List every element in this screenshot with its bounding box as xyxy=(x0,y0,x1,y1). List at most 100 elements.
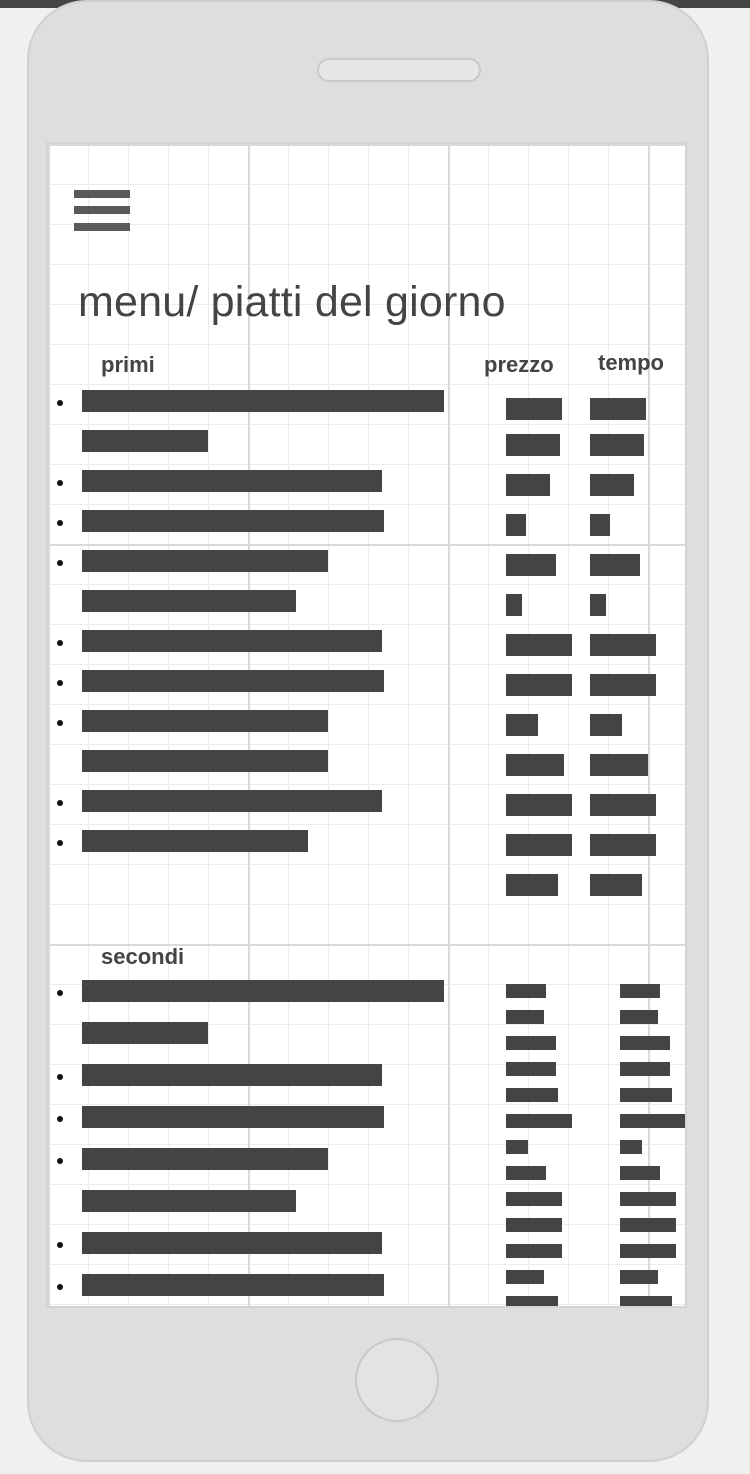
dish-name-placeholder xyxy=(82,830,308,852)
secondi-header: secondi xyxy=(101,944,185,969)
list-bullet xyxy=(57,640,63,646)
dish-price-placeholder xyxy=(506,1244,562,1258)
list-item[interactable] xyxy=(48,670,685,696)
list-bullet xyxy=(57,1158,63,1164)
list-item[interactable] xyxy=(48,550,685,576)
dish-name-placeholder xyxy=(82,630,382,652)
dish-price-placeholder xyxy=(506,1166,546,1180)
list-bullet xyxy=(57,1074,63,1080)
dish-name-placeholder xyxy=(82,1064,382,1086)
list-item[interactable] xyxy=(48,1274,488,1296)
dish-price-placeholder xyxy=(506,1296,558,1306)
list-item[interactable] xyxy=(48,1148,488,1170)
list-item[interactable] xyxy=(48,1190,488,1212)
list-item[interactable] xyxy=(48,1106,488,1128)
list-item[interactable] xyxy=(48,1064,488,1086)
dish-time-placeholder xyxy=(620,1296,672,1306)
list-bullet xyxy=(57,990,63,996)
dish-time-placeholder xyxy=(620,1140,642,1154)
dish-name-placeholder xyxy=(82,430,208,452)
dish-price-placeholder xyxy=(506,1062,556,1076)
dish-time-placeholder xyxy=(590,514,610,536)
dish-price-placeholder xyxy=(506,398,562,420)
dish-price-placeholder xyxy=(506,1192,562,1206)
list-bullet xyxy=(57,520,63,526)
phone-screen: menu/ piatti del giorno primi prezzo tem… xyxy=(46,142,687,1308)
dish-name-placeholder xyxy=(82,1274,384,1296)
list-bullet xyxy=(57,800,63,806)
dish-time-placeholder xyxy=(620,1270,658,1284)
dish-name-placeholder xyxy=(82,790,382,812)
dish-price-placeholder xyxy=(506,1218,562,1232)
dish-time-placeholder xyxy=(590,834,656,856)
list-item[interactable] xyxy=(48,1232,488,1254)
dish-time-placeholder xyxy=(620,1218,676,1232)
dish-name-placeholder xyxy=(82,470,382,492)
dish-name-placeholder xyxy=(82,670,384,692)
hamburger-menu-icon[interactable] xyxy=(74,190,132,234)
dish-price-placeholder xyxy=(506,754,564,776)
dish-price-placeholder xyxy=(506,434,560,456)
list-bullet xyxy=(57,1284,63,1290)
primi-header: primi xyxy=(101,352,155,377)
list-bullet xyxy=(57,1242,63,1248)
list-item[interactable] xyxy=(48,390,685,420)
dish-time-placeholder xyxy=(590,714,622,736)
dish-time-placeholder xyxy=(590,634,656,656)
dish-price-placeholder xyxy=(506,594,522,616)
dish-price-placeholder xyxy=(506,514,526,536)
list-bullet xyxy=(57,840,63,846)
dish-time-placeholder xyxy=(590,554,640,576)
dish-price-placeholder xyxy=(506,1088,558,1102)
dish-time-placeholder xyxy=(590,794,656,816)
dish-name-placeholder xyxy=(82,590,296,612)
list-item[interactable] xyxy=(48,870,685,896)
list-item[interactable] xyxy=(48,430,685,456)
dish-name-placeholder xyxy=(82,980,444,1002)
dish-time-placeholder xyxy=(590,594,606,616)
time-header: tempo xyxy=(598,350,664,375)
dish-price-placeholder xyxy=(506,714,538,736)
dish-time-placeholder xyxy=(620,1036,670,1050)
dish-time-placeholder xyxy=(620,1010,658,1024)
list-bullet xyxy=(57,1116,63,1122)
dish-name-placeholder xyxy=(82,1148,328,1170)
dish-price-placeholder xyxy=(506,1140,528,1154)
list-item[interactable] xyxy=(48,790,685,816)
dish-time-placeholder xyxy=(590,434,644,456)
dish-price-placeholder xyxy=(506,984,546,998)
dish-name-placeholder xyxy=(82,1190,296,1212)
list-bullet xyxy=(57,680,63,686)
list-item[interactable] xyxy=(48,750,685,776)
list-item[interactable] xyxy=(48,980,488,1002)
dish-name-placeholder xyxy=(82,510,384,532)
list-item[interactable] xyxy=(48,590,685,616)
price-header: prezzo xyxy=(484,352,554,377)
list-item[interactable] xyxy=(48,710,685,736)
dish-name-placeholder xyxy=(82,550,328,572)
dish-price-placeholder xyxy=(506,1270,544,1284)
dish-time-placeholder xyxy=(590,874,642,896)
list-item[interactable] xyxy=(48,630,685,656)
dish-price-placeholder xyxy=(506,1036,556,1050)
dish-price-placeholder xyxy=(506,834,572,856)
page-title: menu/ piatti del giorno xyxy=(78,278,506,326)
list-bullet xyxy=(57,720,63,726)
dish-time-placeholder xyxy=(620,1088,672,1102)
dish-name-placeholder xyxy=(82,750,328,772)
dish-time-placeholder xyxy=(590,674,656,696)
list-bullet xyxy=(57,400,63,406)
dish-time-placeholder xyxy=(620,1192,676,1206)
dish-price-placeholder xyxy=(506,554,556,576)
list-bullet xyxy=(57,480,63,486)
phone-speaker xyxy=(317,58,481,82)
home-button[interactable] xyxy=(355,1338,439,1422)
dish-time-placeholder xyxy=(590,398,646,420)
list-item[interactable] xyxy=(48,470,685,496)
list-bullet xyxy=(57,560,63,566)
list-item[interactable] xyxy=(48,830,685,856)
list-item[interactable] xyxy=(48,1022,488,1044)
dish-price-placeholder xyxy=(506,874,558,896)
list-item[interactable] xyxy=(48,510,685,536)
dish-name-placeholder xyxy=(82,710,328,732)
